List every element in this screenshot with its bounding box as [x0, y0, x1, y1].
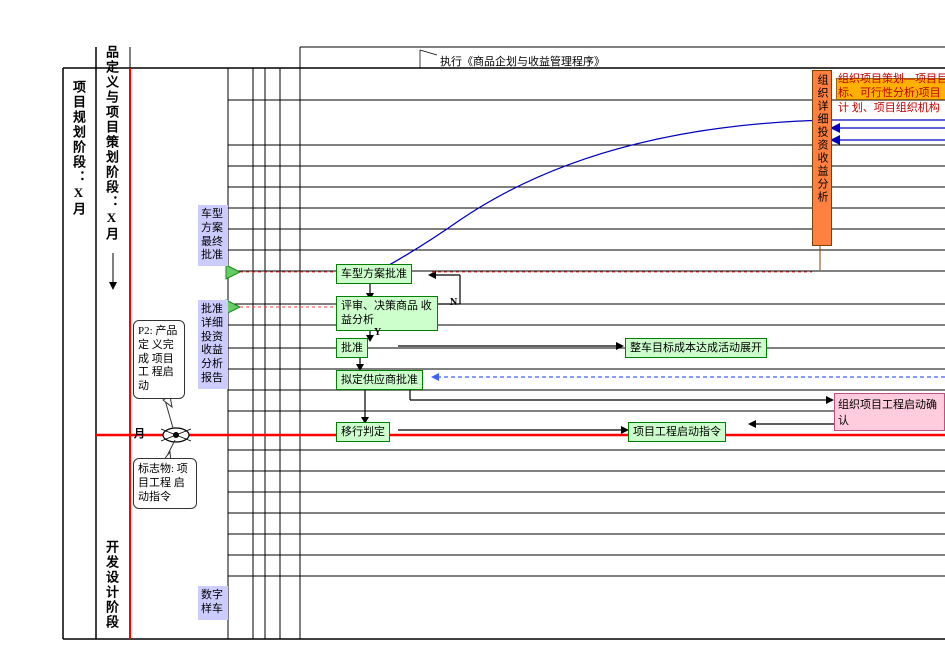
phase-left-1: 项目规划阶段：X月 [69, 80, 88, 217]
sublabel-approval-detail: 批准 详细 投资 收益 分析 报告 [198, 300, 228, 389]
right-red-note: 组织项目策划—项目目 标、可行性分析)项目计 划、项目组织机构 [838, 72, 945, 115]
phase-left-2a: 品定义与项目策划阶段：X月 [102, 45, 121, 242]
callout-p2: P2: 产品定 义完成 项目工 程启动 [133, 320, 185, 399]
tall-orange-bar: 组织详细投资收益分析 [812, 70, 832, 246]
box-review-analysis: 评审、决策商品 收益分析 [336, 296, 438, 331]
sublabel-digital-sample: 数字 样车 [198, 586, 228, 620]
box-cost-activity: 整车目标成本达成活动展开 [625, 338, 767, 358]
box-migration-judge: 移行判定 [336, 422, 390, 442]
box-start-confirm: 组织项目工程启动确认 [834, 393, 945, 431]
label-y: Y [374, 326, 381, 339]
box-vehicle-approval: 车型方案批准 [336, 264, 412, 284]
box-approve: 批准 [336, 338, 368, 358]
month-label: 月 [134, 427, 145, 441]
phase-left-2b: 开发设计阶段 [102, 540, 121, 630]
top-note: 执行《商品企划与收益管理程序》 [440, 55, 605, 69]
sublabel-final-approval: 车型 方案 最终 批准 [198, 205, 228, 266]
callout-milestone: 标志物: 项目工程 启动指令 [133, 458, 197, 509]
label-n: N [450, 296, 457, 309]
box-start-instruction: 项目工程启动指令 [628, 422, 726, 442]
box-supplier-approval: 拟定供应商批准 [336, 370, 423, 390]
